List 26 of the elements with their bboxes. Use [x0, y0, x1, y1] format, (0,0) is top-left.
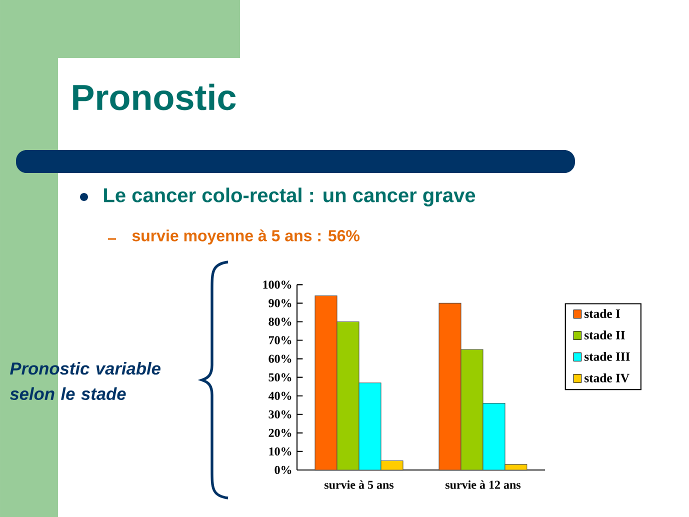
y-tick-label: 60% [268, 354, 292, 363]
y-tick-label: 80% [268, 318, 292, 326]
bar [358, 382, 382, 470]
y-tick-label: 90% [268, 299, 292, 308]
text: survie moyenne à 5 ans : 56% [132, 229, 360, 245]
y-tick-label: 20% [268, 428, 292, 438]
y-tick-label: 100% [263, 280, 292, 289]
bar [314, 296, 338, 470]
legend-label: stade III [584, 352, 630, 361]
y-tick-label: 70% [268, 336, 292, 344]
legend-label: stade IV [584, 373, 630, 382]
bar [482, 403, 506, 470]
bar [336, 321, 360, 470]
legend-label: stade II [584, 330, 625, 340]
chart-title: Pronostic [73, 84, 236, 110]
x-tick-label: survie à 12 ans [446, 480, 521, 489]
y-tick-label: 40% [268, 392, 292, 400]
bar [460, 349, 484, 470]
x-tick-label: survie à 5 ans [324, 480, 394, 489]
y-tick-label: 10% [269, 447, 292, 456]
legend-label: stade I [584, 309, 620, 318]
text: Le cancer colo-rectal : un cancer grave [104, 188, 476, 206]
y-tick-label: 0% [274, 466, 292, 474]
y-tick-label: 50% [268, 373, 292, 382]
y-tick-label: 30% [268, 410, 292, 418]
bar [438, 302, 462, 470]
